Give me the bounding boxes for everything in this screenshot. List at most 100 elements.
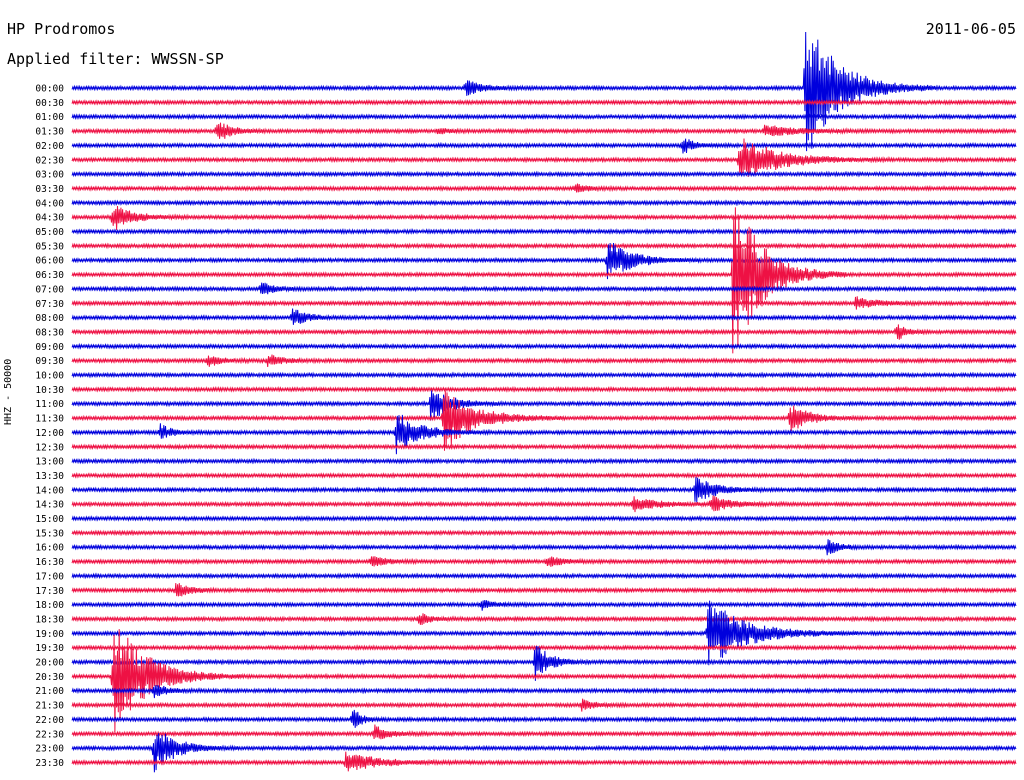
seismic-trace [71, 296, 1017, 310]
seismic-trace [71, 599, 1017, 611]
time-tick-label: 16:00 [35, 543, 64, 554]
seismic-trace [71, 472, 1017, 479]
seismic-trace [71, 385, 1017, 393]
time-tick-label: 17:30 [35, 586, 64, 597]
time-tick-label: 02:30 [35, 155, 64, 166]
seismic-trace [71, 751, 1017, 772]
seismic-trace [71, 31, 1017, 152]
time-tick-label: 08:00 [35, 313, 64, 324]
station-title: HP Prodromos [7, 20, 116, 38]
seismic-trace [71, 138, 1017, 178]
seismic-trace [71, 583, 1017, 597]
time-tick-label: 06:30 [35, 270, 64, 281]
seismic-trace [71, 698, 1017, 712]
seismic-trace [71, 709, 1017, 728]
seismic-trace [71, 390, 1017, 451]
seismic-trace [71, 733, 1017, 773]
seismic-trace [71, 556, 1017, 567]
time-tick-label: 00:30 [35, 98, 64, 109]
time-tick-label: 06:00 [35, 256, 64, 267]
time-tick-label: 07:00 [35, 284, 64, 295]
seismic-trace [71, 170, 1017, 178]
seismic-trace [71, 98, 1017, 106]
time-tick-label: 11:30 [35, 414, 64, 425]
time-tick-label: 14:30 [35, 500, 64, 511]
time-tick-label: 20:30 [35, 672, 64, 683]
seismic-trace [71, 495, 1017, 513]
time-tick-label: 07:30 [35, 299, 64, 310]
seismic-trace [71, 282, 1017, 295]
time-tick-label: 22:30 [35, 729, 64, 740]
date-label: 2011-06-05 [925, 20, 1016, 38]
seismic-trace [71, 629, 1017, 732]
seismic-trace [71, 205, 1017, 231]
seismic-trace [71, 645, 1017, 681]
seismic-trace [71, 600, 1017, 666]
time-tick-label: 09:00 [35, 342, 64, 353]
time-tick-label: 05:00 [35, 227, 64, 238]
seismic-trace [71, 183, 1017, 193]
time-tick-label: 09:30 [35, 356, 64, 367]
time-tick-label: 08:30 [35, 327, 64, 338]
time-tick-label: 23:30 [35, 758, 64, 769]
time-tick-label: 21:00 [35, 686, 64, 697]
time-tick-label: 13:30 [35, 471, 64, 482]
seismic-trace [71, 342, 1017, 350]
time-tick-label: 22:00 [35, 715, 64, 726]
seismic-trace [71, 515, 1017, 523]
seismic-trace [71, 613, 1017, 626]
time-tick-label: 04:30 [35, 213, 64, 224]
seismic-trace [71, 457, 1017, 465]
time-tick-label: 13:00 [35, 457, 64, 468]
time-tick-label: 17:00 [35, 571, 64, 582]
time-tick-label: 10:00 [35, 371, 64, 382]
time-tick-label: 20:00 [35, 658, 64, 669]
time-tick-label: 19:00 [35, 629, 64, 640]
time-tick-label: 16:30 [35, 557, 64, 568]
seismic-trace [71, 371, 1017, 379]
filter-label: Applied filter: WWSSN-SP [7, 50, 224, 68]
seismic-trace [71, 539, 1017, 556]
time-tick-label: 04:00 [35, 198, 64, 209]
seismic-trace [71, 122, 1017, 139]
time-tick-label: 03:00 [35, 170, 64, 181]
seismic-trace [71, 724, 1017, 740]
seismic-trace [71, 227, 1017, 236]
time-tick-label: 11:00 [35, 399, 64, 410]
time-tick-label: 02:00 [35, 141, 64, 152]
time-tick-label: 18:30 [35, 614, 64, 625]
time-tick-label: 10:30 [35, 385, 64, 396]
time-tick-label: 01:30 [35, 127, 64, 138]
seismic-trace [71, 242, 1017, 250]
time-tick-label: 12:00 [35, 428, 64, 439]
seismic-trace [71, 308, 1017, 325]
seismic-trace [71, 414, 1017, 455]
seismic-trace [71, 443, 1017, 451]
time-tick-label: 23:00 [35, 744, 64, 755]
seismic-trace [71, 242, 1017, 280]
seismic-trace [71, 572, 1017, 580]
seismic-trace [71, 529, 1017, 537]
time-tick-label: 05:30 [35, 241, 64, 252]
time-tick-label: 15:00 [35, 514, 64, 525]
seismic-trace [71, 199, 1017, 207]
seismic-trace [71, 685, 1017, 699]
time-tick-label: 14:00 [35, 485, 64, 496]
time-tick-label: 03:30 [35, 184, 64, 195]
time-tick-label: 21:30 [35, 701, 64, 712]
time-tick-label: 00:00 [35, 84, 64, 95]
seismic-trace [71, 477, 1017, 503]
seismic-trace [71, 138, 1017, 154]
seismic-trace [71, 390, 1017, 421]
seismic-trace [71, 354, 1017, 368]
time-tick-label: 18:00 [35, 600, 64, 611]
seismic-trace [71, 324, 1017, 340]
time-tick-label: 12:30 [35, 442, 64, 453]
seismic-trace [71, 644, 1017, 652]
time-tick-label: 15:30 [35, 528, 64, 539]
seismic-trace [71, 207, 1017, 354]
time-tick-label: 01:00 [35, 112, 64, 123]
time-tick-label: 19:30 [35, 643, 64, 654]
seismic-trace [71, 113, 1017, 121]
